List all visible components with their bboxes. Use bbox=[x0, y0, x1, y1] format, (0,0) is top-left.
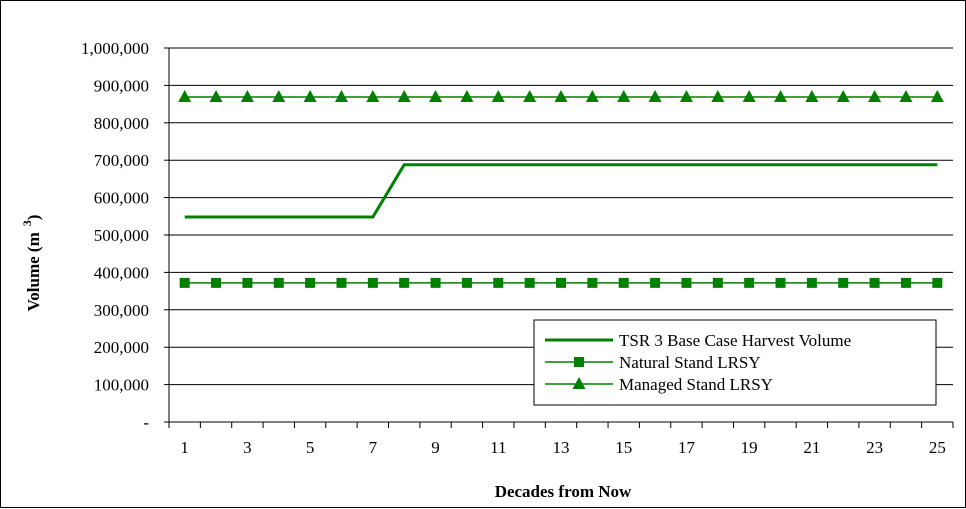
data-point bbox=[397, 89, 411, 102]
y-tick-label: 800,000 bbox=[94, 114, 149, 133]
x-tick-label: 1 bbox=[180, 438, 189, 457]
data-point bbox=[460, 89, 474, 102]
data-point bbox=[744, 277, 755, 288]
data-point bbox=[336, 277, 347, 288]
data-point bbox=[712, 277, 723, 288]
y-axis-title-superscript: 3 bbox=[20, 220, 34, 226]
y-tick-label: 400,000 bbox=[94, 263, 149, 282]
series-managed-stand-lrsy bbox=[178, 89, 944, 102]
series-line bbox=[184, 163, 938, 219]
y-tick-label: 600,000 bbox=[94, 189, 149, 208]
y-tick-label: 100,000 bbox=[94, 376, 149, 395]
x-tick-label: 15 bbox=[615, 438, 632, 457]
x-tick-label: 3 bbox=[243, 438, 252, 457]
data-point bbox=[430, 277, 441, 288]
data-point bbox=[868, 89, 882, 102]
data-point bbox=[900, 277, 911, 288]
series-natural-stand-lrsy bbox=[179, 277, 943, 288]
y-tick-label: 1,000,000 bbox=[81, 39, 149, 58]
data-point bbox=[366, 89, 380, 102]
data-point bbox=[524, 277, 535, 288]
series-tsr-3-base-case-harvest-volume bbox=[184, 163, 938, 219]
data-point bbox=[554, 89, 568, 102]
data-point bbox=[305, 277, 316, 288]
y-tick-label: 900,000 bbox=[94, 76, 149, 95]
data-point bbox=[240, 89, 254, 102]
data-point bbox=[648, 89, 662, 102]
data-point bbox=[273, 277, 284, 288]
data-point bbox=[211, 277, 222, 288]
y-tick-label: 300,000 bbox=[94, 301, 149, 320]
data-point bbox=[429, 89, 443, 102]
legend-swatch-marker bbox=[572, 377, 586, 389]
data-point bbox=[711, 89, 725, 102]
y-axis-title-close: ) bbox=[24, 215, 43, 221]
x-tick-label: 13 bbox=[553, 438, 570, 457]
data-point bbox=[272, 89, 286, 102]
data-point bbox=[585, 89, 599, 102]
x-tick-label: 5 bbox=[306, 438, 315, 457]
series-group bbox=[178, 89, 944, 288]
legend-label: TSR 3 Base Case Harvest Volume bbox=[619, 331, 851, 350]
x-tick-label: 9 bbox=[431, 438, 440, 457]
data-point bbox=[491, 89, 505, 102]
data-point bbox=[493, 277, 504, 288]
x-tick-label: 23 bbox=[866, 438, 883, 457]
data-point bbox=[836, 89, 850, 102]
x-tick-label: 11 bbox=[490, 438, 506, 457]
data-point bbox=[178, 89, 192, 102]
data-point bbox=[399, 277, 410, 288]
data-point bbox=[932, 277, 943, 288]
data-point bbox=[806, 277, 817, 288]
x-tick-label: 7 bbox=[369, 438, 378, 457]
data-point bbox=[805, 89, 819, 102]
y-tick-label: 500,000 bbox=[94, 226, 149, 245]
data-point bbox=[334, 89, 348, 102]
data-point bbox=[650, 277, 661, 288]
data-point bbox=[899, 89, 913, 102]
y-axis-title: Volume (m 3) bbox=[20, 215, 43, 312]
data-point bbox=[681, 277, 692, 288]
legend-label: Managed Stand LRSY bbox=[619, 375, 773, 394]
x-tick-label: 17 bbox=[678, 438, 696, 457]
data-point bbox=[618, 277, 629, 288]
x-tick-label: 19 bbox=[741, 438, 758, 457]
x-axis-ticks: 1 3 5 7 9 11 13 15 17 19 21 23 25 bbox=[168, 422, 954, 457]
x-axis-title: Decades from Now bbox=[495, 482, 632, 501]
data-point bbox=[209, 89, 223, 102]
y-tick-label: - bbox=[143, 413, 149, 432]
x-tick-label: 25 bbox=[929, 438, 946, 457]
data-point bbox=[869, 277, 880, 288]
data-point bbox=[367, 277, 378, 288]
gridlines bbox=[169, 47, 953, 386]
data-point bbox=[587, 277, 598, 288]
legend-swatch-marker bbox=[574, 357, 584, 367]
x-tick-label: 21 bbox=[803, 438, 820, 457]
y-tick-label: 700,000 bbox=[94, 151, 149, 170]
data-point bbox=[242, 277, 253, 288]
data-point bbox=[303, 89, 317, 102]
legend: TSR 3 Base Case Harvest Volume Natural St… bbox=[533, 319, 937, 406]
data-point bbox=[742, 89, 756, 102]
data-point bbox=[617, 89, 631, 102]
data-point bbox=[775, 277, 786, 288]
data-point bbox=[774, 89, 788, 102]
data-point bbox=[930, 89, 944, 102]
data-point bbox=[461, 277, 472, 288]
y-tick-label: 200,000 bbox=[94, 338, 149, 357]
data-point bbox=[179, 277, 190, 288]
data-point bbox=[679, 89, 693, 102]
y-axis-ticks: - 100,000 200,000 300,000 400,000 500,000 600,… bbox=[81, 39, 169, 432]
y-axis-title-main: Volume (m bbox=[24, 232, 43, 311]
data-point bbox=[556, 277, 566, 288]
legend-label: Natural Stand LRSY bbox=[619, 353, 761, 372]
data-point bbox=[838, 277, 849, 288]
data-point bbox=[523, 89, 537, 102]
